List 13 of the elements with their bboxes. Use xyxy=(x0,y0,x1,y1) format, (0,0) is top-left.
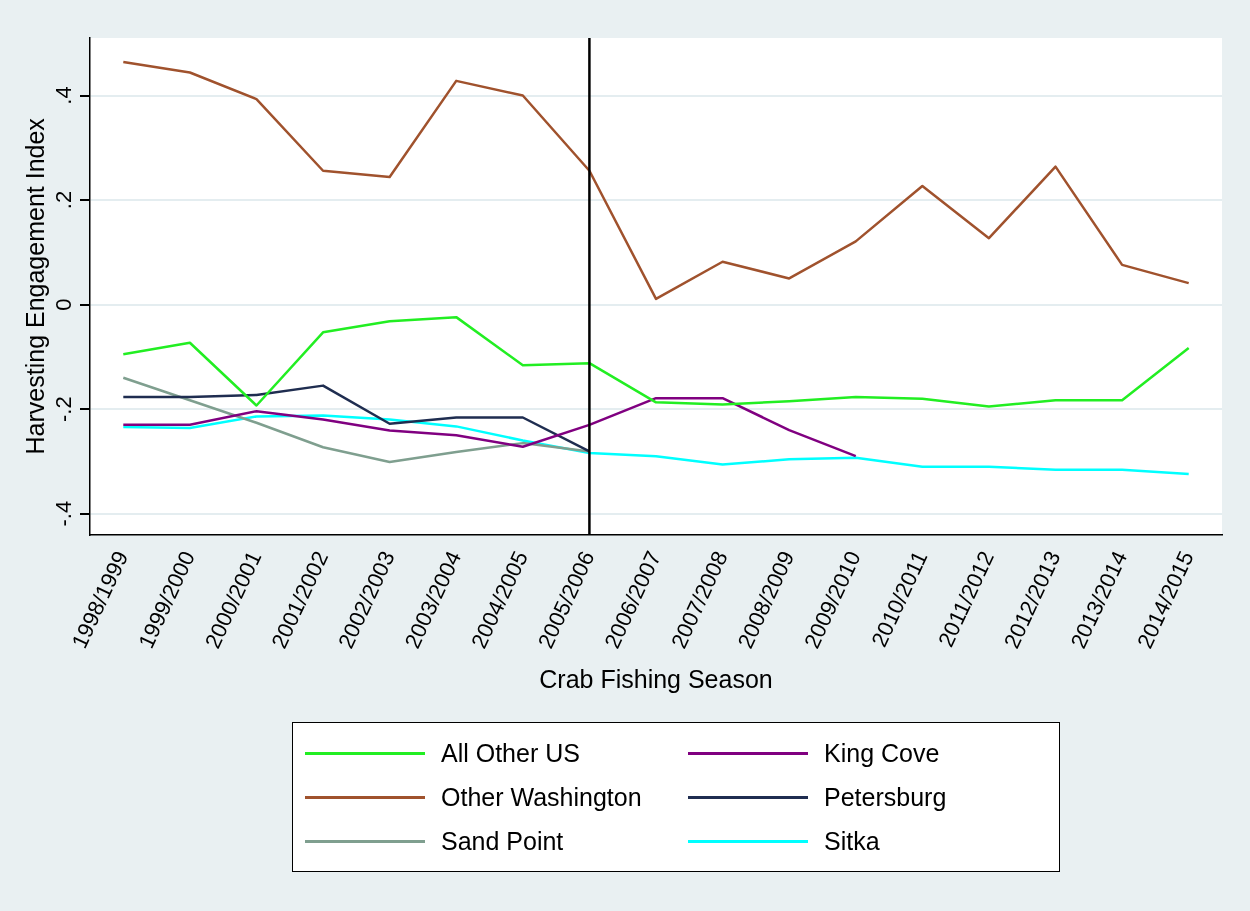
legend-label: All Other US xyxy=(441,738,580,768)
legend-label: Other Washington xyxy=(441,782,642,812)
legend-label: Sitka xyxy=(824,826,880,856)
y-tick-label: 0 xyxy=(51,298,77,311)
x-axis-title: Crab Fishing Season xyxy=(539,664,773,693)
legend-label: Sand Point xyxy=(441,826,564,856)
y-axis-title: Harvesting Engagement Index xyxy=(20,117,49,455)
y-tick-label: .4 xyxy=(51,86,77,105)
y-tick-label: -.4 xyxy=(51,500,77,527)
legend-label: King Cove xyxy=(824,738,940,768)
y-tick-label: -.2 xyxy=(51,396,77,422)
legend-label: Petersburg xyxy=(824,782,947,812)
y-tick-label: .2 xyxy=(51,190,77,210)
